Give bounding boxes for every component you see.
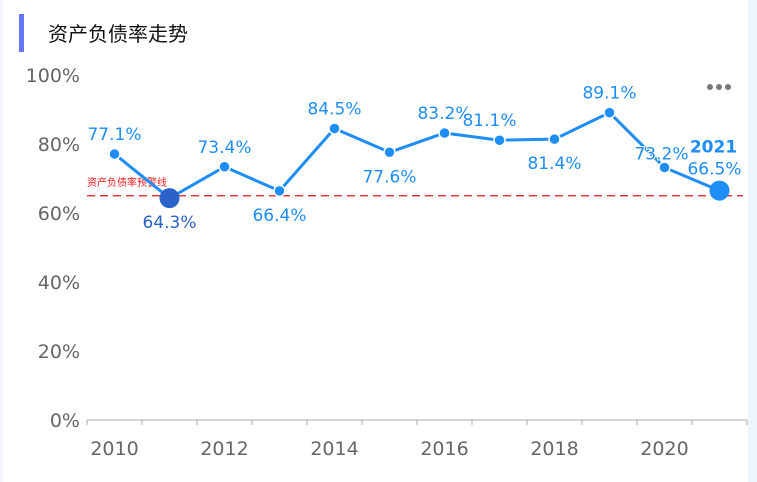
- x-tick-label: 2016: [420, 438, 468, 460]
- y-tick-label: 0%: [50, 410, 80, 432]
- x-tick-label: 2014: [310, 438, 358, 460]
- y-tick-label: 100%: [26, 65, 80, 87]
- x-tick-label: 2018: [530, 438, 578, 460]
- data-point: [603, 106, 616, 119]
- more-dots-icon[interactable]: [707, 84, 731, 90]
- y-tick-label: 80%: [38, 134, 80, 156]
- data-label: 73.2%: [634, 144, 688, 164]
- chart-title: 资产负债率走势: [48, 22, 188, 46]
- x-tick-label: 2010: [90, 438, 138, 460]
- data-point: [273, 184, 286, 198]
- data-point: [159, 188, 180, 209]
- data-label: 83.2%: [417, 104, 471, 124]
- series-line: [113, 111, 721, 200]
- data-point: [218, 160, 231, 174]
- last-year-label: 2021: [690, 138, 737, 158]
- data-label: 89.1%: [582, 84, 636, 104]
- data-label: 77.1%: [87, 125, 141, 145]
- data-point: [709, 180, 730, 201]
- data-label: 84.5%: [307, 99, 361, 119]
- data-label: 81.1%: [462, 111, 516, 131]
- data-point: [658, 161, 671, 174]
- x-tick-label: 2012: [200, 438, 248, 460]
- y-tick-label: 20%: [38, 341, 80, 363]
- data-point: [108, 147, 121, 161]
- y-tick-label: 40%: [38, 272, 80, 294]
- data-label: 64.3%: [142, 213, 196, 233]
- data-label: 66.5%: [687, 160, 741, 180]
- data-label: 66.4%: [252, 206, 306, 226]
- x-tick-label: 2020: [640, 438, 688, 460]
- data-label: 73.4%: [197, 138, 251, 158]
- right-scroll-edge: [748, 0, 757, 482]
- y-tick-label: 60%: [38, 203, 80, 225]
- title-accent-bar: [19, 14, 24, 52]
- data-label: 81.4%: [527, 154, 581, 174]
- data-point: [328, 122, 341, 135]
- data-point: [548, 132, 561, 146]
- data-point: [493, 133, 506, 147]
- data-point: [383, 146, 396, 159]
- left-edge: [0, 0, 3, 482]
- data-point: [438, 126, 451, 140]
- data-label: 77.6%: [362, 167, 416, 187]
